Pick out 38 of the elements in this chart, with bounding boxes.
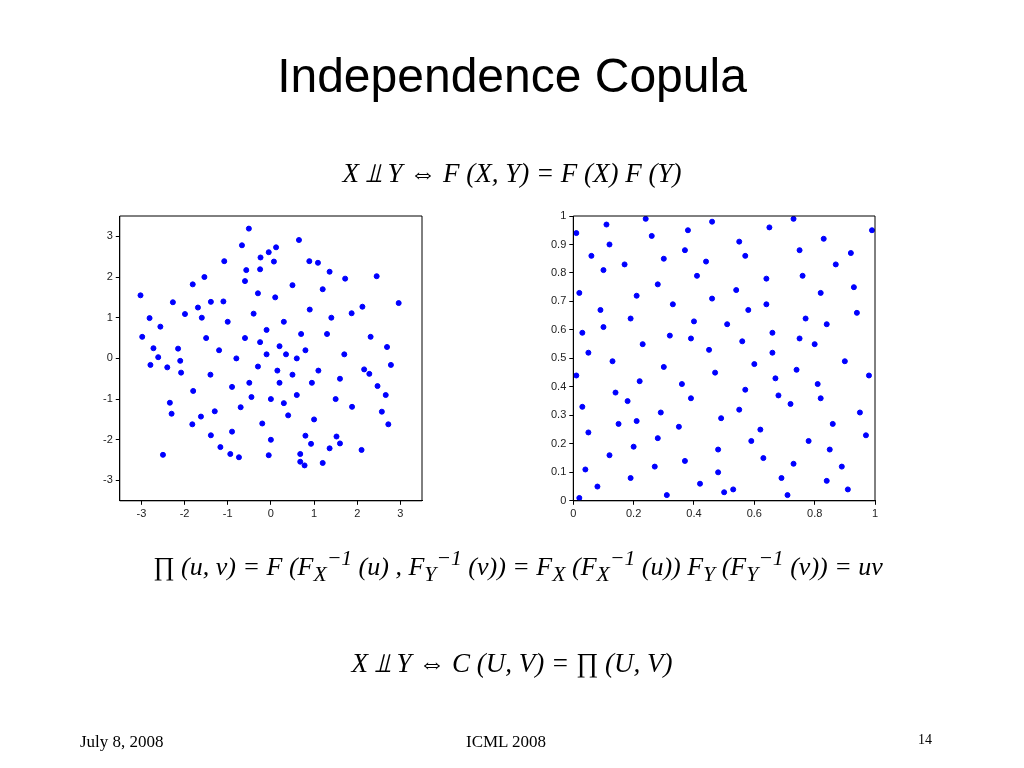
y-tick-label: 1 — [106, 310, 113, 323]
x-tick-label: 0 — [570, 507, 577, 520]
x-tick-label: 1 — [311, 507, 318, 520]
text: 14 — [918, 732, 932, 748]
y-tick-label: 0.5 — [550, 351, 567, 364]
y-tick-label: 0.3 — [550, 408, 567, 421]
y-tick-label: 0.4 — [550, 379, 567, 392]
y-tick-label: 3 — [106, 229, 113, 242]
text: X ⫫ Y ⇔ C (U, V) = ∏ (U, V) — [349, 648, 674, 679]
chart-title: Independence Copula — [276, 48, 748, 103]
y-tick-label: -1 — [103, 392, 113, 405]
x-tick-label: 0.2 — [625, 507, 642, 520]
text: July 8, 2008 — [80, 732, 164, 752]
y-tick-label: -2 — [103, 432, 113, 445]
y-tick-label: 0.1 — [550, 465, 567, 478]
y-tick-label: 2 — [106, 270, 113, 283]
x-tick-label: 2 — [354, 507, 361, 520]
y-tick-label: 0.7 — [550, 294, 567, 307]
x-tick-label: -2 — [179, 507, 190, 520]
y-tick-label: 1 — [560, 209, 567, 222]
x-tick-label: 0 — [267, 507, 274, 520]
x-tick-label: 0.8 — [807, 507, 823, 520]
x-tick-label: 0.6 — [746, 507, 762, 520]
y-tick-label: 0.8 — [550, 265, 567, 278]
x-tick-label: -1 — [222, 507, 233, 520]
text: ICML 2008 — [466, 732, 547, 752]
x-tick-label: 1 — [871, 507, 879, 520]
y-tick-label: 0.6 — [550, 322, 567, 335]
x-tick-label: 0.4 — [686, 507, 702, 520]
y-tick-label: 0 — [560, 493, 567, 506]
y-tick-label: 0.2 — [550, 436, 567, 449]
y-tick-label: 0.9 — [550, 237, 567, 250]
y-tick-label: -3 — [103, 473, 113, 486]
text: ∏ (u, v) = F (F$_{X}$$^{−1}$ (u) , F$_{Y}$$^{−1}$ (v)) = F$_{X}$ (F$_{X}$$^{−1}$ (u)) F$_{Y}$ (F$_{Y}$$^{−1}$ (v)) = uv — [153, 546, 883, 586]
y-tick-label: 0 — [106, 351, 113, 364]
x-tick-label: 3 — [397, 507, 404, 520]
x-tick-label: -3 — [136, 507, 147, 520]
text: X ⫫ Y ⇔ F (X, Y) = F (X) F (Y) — [340, 158, 683, 189]
